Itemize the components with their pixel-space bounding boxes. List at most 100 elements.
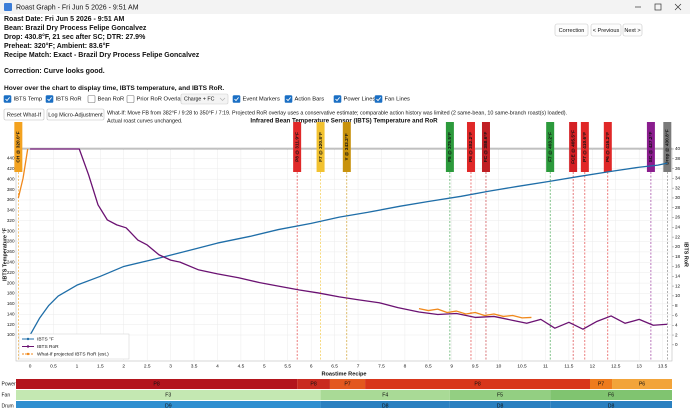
action-segment bbox=[449, 401, 551, 408]
y-tick-label: 300 bbox=[7, 228, 15, 233]
plot-area bbox=[15, 147, 673, 362]
action-segment-label: F3 bbox=[165, 392, 171, 398]
y-tick-label: 360 bbox=[7, 197, 15, 202]
check-mark bbox=[234, 97, 239, 102]
y2-tick-label: 32 bbox=[675, 185, 681, 190]
y-tick-label: 200 bbox=[7, 280, 15, 285]
select-chevron bbox=[219, 97, 226, 101]
legend-marker bbox=[26, 337, 30, 341]
checkbox-label: Bean RoR bbox=[98, 97, 125, 103]
x-tick-label: 13 bbox=[637, 363, 643, 369]
action-bar-label: Power bbox=[2, 381, 17, 387]
action-segment bbox=[612, 379, 672, 389]
action-button[interactable] bbox=[3, 108, 45, 121]
action-segment-label: P6 bbox=[639, 381, 645, 387]
y-tick-label: 280 bbox=[7, 239, 15, 244]
nav-button-label: < Previous bbox=[593, 28, 620, 34]
y2-tick-label: 12 bbox=[675, 283, 681, 288]
x-tick-label: 10 bbox=[496, 363, 502, 369]
y2-tick-label: 14 bbox=[675, 274, 681, 279]
event-flag bbox=[546, 122, 555, 172]
checkbox[interactable] bbox=[374, 95, 383, 103]
nav-button-label: Next > bbox=[624, 28, 640, 34]
action-segment-label: P8 bbox=[153, 381, 159, 387]
event-flag bbox=[293, 122, 302, 172]
x-tick-label: 9.5 bbox=[472, 363, 479, 369]
checkbox[interactable] bbox=[232, 95, 241, 103]
event-flag bbox=[580, 122, 589, 172]
y2-tick-label: 28 bbox=[675, 205, 681, 210]
event-label: F5 @ 375.5°F bbox=[447, 132, 453, 162]
x-tick-label: 2 bbox=[122, 363, 125, 369]
x-tick-label: 5 bbox=[263, 363, 266, 369]
nav-button bbox=[590, 23, 622, 37]
y-tick-label: 120 bbox=[7, 322, 15, 327]
action-segment-label: F5 bbox=[497, 392, 503, 398]
check-mark bbox=[47, 97, 52, 102]
y-tick-label: 100 bbox=[7, 332, 15, 337]
action-segment-label: D9 bbox=[165, 403, 172, 408]
action-segment bbox=[550, 390, 672, 400]
check-mark bbox=[376, 97, 381, 102]
checkbox[interactable] bbox=[284, 95, 293, 103]
header-line: Preheat: 320°F; Ambient: 83.6°F bbox=[4, 42, 110, 50]
action-segment bbox=[16, 390, 321, 400]
checkbox[interactable] bbox=[87, 95, 96, 103]
y-tick-label: 420 bbox=[7, 166, 15, 171]
header-line: Recipe Match: Exact - Brazil Dry Process… bbox=[4, 52, 200, 59]
chart-title: Infrared Bean Temperature Sensor (IBTS) … bbox=[250, 118, 438, 125]
checkbox-label: Fan Lines bbox=[385, 97, 411, 103]
checkbox[interactable] bbox=[126, 95, 135, 103]
action-button-label: Reset What-If bbox=[7, 112, 42, 118]
title-bar bbox=[0, 0, 690, 14]
y-tick-label: 140 bbox=[7, 311, 15, 316]
check-mark bbox=[286, 97, 291, 102]
y2-axis-title: IBTS RoR bbox=[683, 242, 689, 267]
x-tick-label: 7.5 bbox=[378, 363, 385, 369]
legend-label: IBTS °F bbox=[37, 336, 54, 342]
event-label: P8 @ 311.9°F bbox=[294, 132, 300, 162]
nav-button[interactable] bbox=[554, 23, 589, 37]
action-segment-label: F6 bbox=[608, 392, 614, 398]
series-line bbox=[29, 162, 668, 336]
event-label: CH @ 320.0°F bbox=[16, 131, 22, 162]
event-flag bbox=[481, 122, 490, 172]
y2-tick-label: 40 bbox=[675, 146, 681, 151]
nav-button[interactable] bbox=[622, 23, 643, 37]
action-bar-label: Drum bbox=[2, 403, 14, 408]
checkbox-label: IBTS RoR bbox=[56, 97, 82, 103]
y2-tick-label: 24 bbox=[675, 225, 681, 230]
checkbox-label: Action Bars bbox=[295, 97, 325, 103]
y-tick-label: 400 bbox=[7, 176, 15, 181]
x-tick-label: 11.5 bbox=[564, 363, 573, 369]
series-line bbox=[17, 148, 532, 319]
x-tick-label: 3 bbox=[169, 363, 172, 369]
maximize-button[interactable] bbox=[654, 3, 662, 11]
checkbox-label: Event Markers bbox=[243, 97, 280, 103]
action-segment bbox=[365, 379, 590, 389]
checkbox[interactable] bbox=[3, 95, 12, 103]
action-segment bbox=[16, 379, 298, 389]
y2-tick-label: 38 bbox=[675, 156, 681, 161]
x-tick-label: 8 bbox=[404, 363, 407, 369]
checkbox-label: Power Lines bbox=[344, 97, 376, 103]
action-segment-label: P7 bbox=[344, 381, 350, 387]
action-segment bbox=[449, 390, 551, 400]
checkbox-label: IBTS Temp bbox=[14, 97, 43, 103]
close-button[interactable] bbox=[674, 3, 682, 11]
checkbox[interactable] bbox=[333, 95, 342, 103]
event-label: Y @ 343.2°F bbox=[344, 133, 350, 160]
y2-tick-label: 20 bbox=[675, 244, 681, 249]
check-mark bbox=[335, 97, 340, 102]
y-tick-label: 160 bbox=[7, 301, 15, 306]
check-mark bbox=[5, 97, 10, 102]
action-segment bbox=[550, 401, 672, 408]
action-segment-label: P8 bbox=[310, 381, 316, 387]
header-line: Bean: Brazil Dry Process Felipe Goncalve… bbox=[4, 25, 147, 32]
checkbox[interactable] bbox=[45, 95, 54, 103]
action-button[interactable] bbox=[46, 108, 105, 121]
nav-button-label: Correction bbox=[559, 28, 585, 34]
action-segment-label: F4 bbox=[382, 392, 388, 398]
x-tick-label: 13.5 bbox=[658, 363, 668, 369]
